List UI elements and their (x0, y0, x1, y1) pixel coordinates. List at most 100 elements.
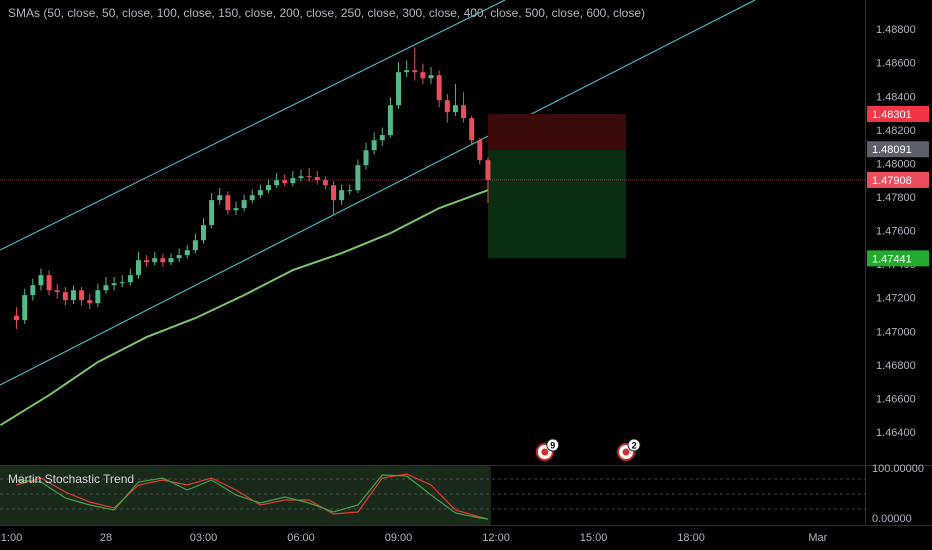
chart-title: SMAs (50, close, 50, close, 100, close, … (8, 6, 645, 20)
candle-body (152, 258, 158, 263)
candle-body (314, 177, 320, 181)
candle-body (176, 255, 182, 259)
candle-body (469, 118, 475, 141)
y-tick-label: 1.48200 (876, 125, 916, 137)
candle-body (135, 260, 141, 276)
event-badge (546, 438, 560, 452)
y-tick-label: 1.47600 (876, 226, 916, 238)
x-tick-label: 15:00 (580, 532, 608, 544)
target-price-label: 1.47441 (872, 253, 912, 265)
y-tick-label: 1.48800 (876, 24, 916, 36)
candle-body (249, 195, 255, 201)
candle-body (274, 180, 280, 186)
target-zone (487, 149, 627, 259)
x-tick-label: 28 (100, 532, 112, 544)
candle-body (355, 165, 361, 191)
candle-body (339, 190, 345, 201)
candle-body (241, 200, 247, 209)
candle-body (184, 250, 190, 256)
candle-body (127, 275, 133, 283)
candle-body (298, 176, 304, 179)
candle-body (111, 283, 117, 286)
last-price-label-box (867, 171, 929, 188)
last-price-label: 1.47908 (872, 175, 912, 187)
candle-body (371, 140, 377, 151)
x-tick-label: 21:00 (0, 532, 22, 544)
channel-lower (0, 0, 756, 386)
candle-body (87, 300, 93, 304)
candle-body (160, 258, 166, 263)
x-tick-label: 03:00 (190, 532, 218, 544)
x-tick-label: Mar (808, 532, 827, 544)
candle-body (103, 285, 109, 291)
candle-body (428, 75, 434, 79)
candle-body (79, 290, 85, 301)
candle-body (363, 150, 369, 166)
candle-body (290, 178, 296, 184)
indicator-title: Martin Stochastic Trend (8, 472, 134, 486)
y-tick-label: 1.47200 (876, 293, 916, 305)
y-tick-label: 1.48600 (876, 58, 916, 70)
candle-body (62, 292, 68, 301)
candle-body (168, 258, 174, 263)
x-tick-label: 06:00 (287, 532, 315, 544)
candle-body (209, 200, 215, 226)
candle-body (347, 190, 353, 192)
candle-body (444, 100, 450, 113)
event-count: 9 (550, 440, 555, 450)
candle-body (46, 275, 52, 291)
candle-body (379, 135, 385, 141)
candle-body (387, 105, 393, 136)
candle-body (396, 72, 402, 106)
entry-price-label-box (867, 141, 929, 158)
candle-body (38, 275, 44, 286)
channel-upper (0, 0, 506, 251)
candle-body (144, 260, 150, 263)
candle-body (192, 240, 198, 251)
target-price-label-box (867, 250, 929, 267)
candle-body (477, 140, 483, 161)
stochastic-line (16, 473, 489, 520)
y-tick-label: 1.47000 (876, 326, 916, 338)
sma-line (0, 189, 489, 427)
candle-body (14, 315, 20, 321)
y-tick-label: 1.48000 (876, 158, 916, 170)
candle-body (485, 160, 491, 180)
x-tick-label: 12:00 (482, 532, 510, 544)
indicator-tick-label: 0.00000 (872, 513, 912, 525)
candle-body (257, 190, 263, 196)
candle-body (233, 208, 239, 211)
candle-body (200, 225, 206, 241)
candle-body (225, 195, 231, 211)
stochastic-line (16, 474, 488, 520)
candle-body (436, 75, 442, 101)
y-tick-label: 1.46400 (876, 427, 916, 439)
candle-body (404, 70, 410, 73)
event-flag (541, 448, 549, 456)
x-tick-label: 09:00 (385, 532, 413, 544)
candle-body (95, 290, 101, 304)
candle-body (461, 105, 467, 119)
candle-body (22, 295, 28, 321)
stop-price-label-box (867, 105, 929, 122)
stop-zone (487, 113, 627, 150)
candle-body (217, 195, 223, 201)
y-tick-label: 1.46800 (876, 360, 916, 372)
event-count: 2 (632, 440, 637, 450)
candle-body (412, 70, 418, 73)
candle-body (322, 180, 328, 186)
event-flag (622, 448, 630, 456)
y-tick-label: 1.46600 (876, 393, 916, 405)
candle-body (54, 290, 60, 293)
candle-body (331, 185, 337, 201)
event-badge (627, 438, 641, 452)
candle-body (119, 282, 125, 284)
entry-price-label: 1.48091 (872, 144, 912, 156)
candle-body (420, 72, 426, 79)
candle-body (266, 185, 272, 191)
candle-body (30, 285, 36, 296)
candle-body (70, 290, 76, 301)
candle-body (452, 105, 458, 113)
